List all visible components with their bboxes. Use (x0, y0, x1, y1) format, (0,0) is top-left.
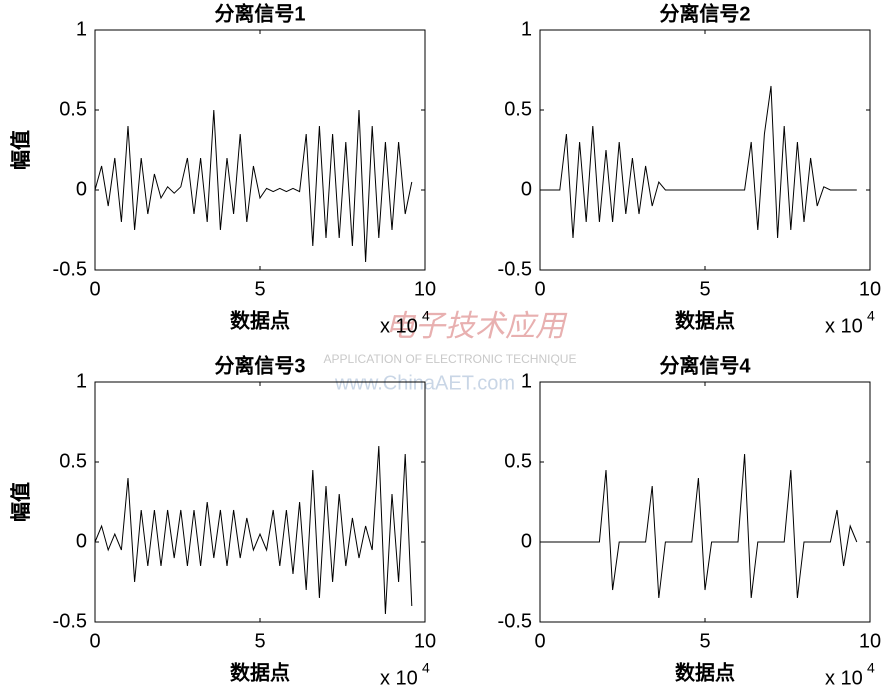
x-tick-label: 5 (254, 278, 265, 300)
subplot-title: 分离信号3 (214, 353, 305, 377)
axes-box (94, 29, 426, 271)
y-tick-label: -0.5 (53, 610, 87, 632)
y-tick-label: 0 (521, 530, 532, 552)
y-tick-label: -0.5 (498, 610, 532, 632)
y-axis-label: 幅值 (8, 130, 32, 170)
x-tick-label: 0 (534, 630, 545, 652)
x-tick-label: 5 (699, 278, 710, 300)
subplot-title: 分离信号4 (659, 353, 751, 377)
y-tick-label: 0 (76, 178, 87, 200)
x-multiplier: x 10 (380, 667, 418, 689)
subplot-title: 分离信号2 (659, 1, 750, 25)
y-tick-label: 0 (76, 530, 87, 552)
y-tick-label: 1 (76, 370, 87, 392)
signal-line (540, 85, 857, 239)
subplot-title: 分离信号1 (214, 1, 305, 25)
x-tick-label: 5 (254, 630, 265, 652)
x-axis-label: 数据点 (675, 660, 735, 684)
x-axis-label: 数据点 (230, 660, 290, 684)
x-tick-label: 0 (89, 630, 100, 652)
x-multiplier-exponent: 4 (422, 660, 430, 676)
x-multiplier-exponent: 4 (422, 308, 430, 324)
x-tick-label: 0 (534, 278, 545, 300)
x-axis-label: 数据点 (230, 308, 290, 332)
axes-box (539, 381, 871, 623)
x-tick-label: 10 (414, 278, 436, 300)
y-axis-label: 幅值 (8, 482, 32, 522)
x-tick-label: 10 (414, 630, 436, 652)
signal-line (94, 445, 413, 615)
watermark-logo: 电子技术应用 (385, 310, 568, 343)
y-axis-label: 幅值 (8, 130, 32, 170)
signal-line (94, 109, 413, 263)
x-multiplier: x 10 (380, 315, 418, 337)
axes-box (539, 29, 871, 271)
axes-box (94, 381, 426, 623)
x-multiplier-exponent: 4 (867, 660, 875, 676)
x-axis-label: 数据点 (675, 308, 735, 332)
x-multiplier: x 10 (825, 667, 863, 689)
y-tick-label: 0.5 (504, 450, 532, 472)
x-tick-label: 0 (89, 278, 100, 300)
watermark-subtitle: APPLICATION OF ELECTRONIC TECHNIQUE (324, 352, 577, 366)
y-tick-label: 0.5 (59, 98, 87, 120)
y-tick-label: 1 (521, 18, 532, 40)
x-tick-label: 5 (699, 630, 710, 652)
y-tick-label: 1 (76, 18, 87, 40)
y-axis-label: 幅值 (8, 482, 32, 522)
x-tick-label: 10 (859, 278, 881, 300)
y-tick-label: 0.5 (504, 98, 532, 120)
x-tick-label: 10 (859, 630, 881, 652)
y-tick-label: -0.5 (53, 258, 87, 280)
y-tick-label: -0.5 (498, 258, 532, 280)
y-tick-label: 0.5 (59, 450, 87, 472)
x-multiplier: x 10 (825, 315, 863, 337)
y-tick-label: 0 (521, 178, 532, 200)
x-multiplier-exponent: 4 (867, 308, 875, 324)
y-tick-label: 1 (521, 370, 532, 392)
signal-line (540, 453, 858, 599)
